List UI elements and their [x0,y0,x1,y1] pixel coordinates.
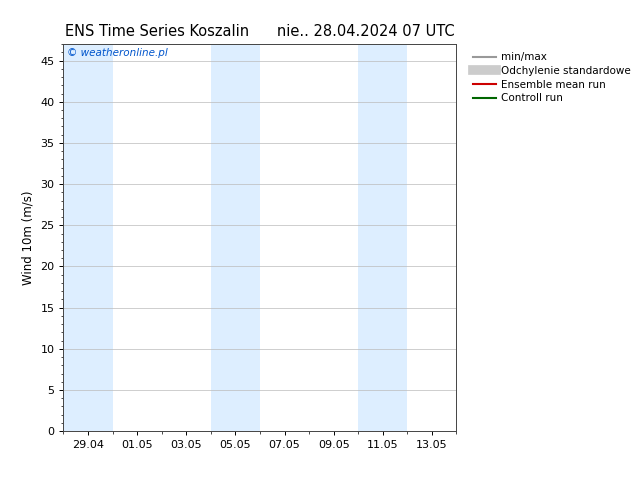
Bar [358,44,407,431]
Y-axis label: Wind 10m (m/s): Wind 10m (m/s) [22,191,35,285]
Title: ENS Time Series Koszalin      nie.. 28.04.2024 07 UTC: ENS Time Series Koszalin nie.. 28.04.202… [65,24,455,39]
Legend: min/max, Odchylenie standardowe, Ensemble mean run, Controll run: min/max, Odchylenie standardowe, Ensembl… [470,49,633,106]
Bar [210,44,260,431]
Text: © weatheronline.pl: © weatheronline.pl [67,48,168,58]
Bar [63,44,113,431]
